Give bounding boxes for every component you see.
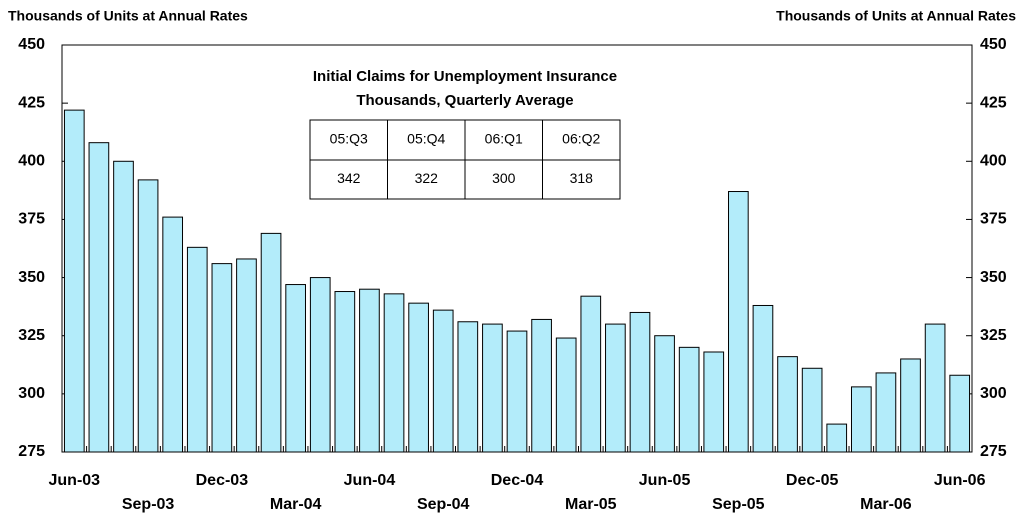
y2-tick-label: 350	[980, 269, 1007, 286]
table-header: 05:Q3	[330, 131, 368, 147]
bar	[777, 356, 798, 453]
bar	[236, 258, 257, 453]
table-header: 06:Q1	[485, 131, 523, 147]
x-tick-label: Jun-04	[344, 472, 396, 489]
x-tick-label: Sep-05	[712, 496, 765, 513]
bar	[875, 372, 897, 453]
bar	[531, 318, 552, 453]
bar	[580, 295, 602, 453]
bar	[555, 337, 577, 453]
bar	[629, 311, 651, 453]
bar	[850, 386, 872, 453]
x-tick-label: Dec-04	[491, 472, 544, 489]
x-tick-label: Jun-03	[49, 472, 101, 489]
bar	[506, 330, 528, 453]
bar	[949, 374, 971, 453]
bar	[826, 423, 848, 453]
bar	[482, 323, 503, 453]
x-tick-label: Jun-05	[639, 472, 691, 489]
table-value: 342	[337, 170, 361, 186]
bar	[408, 302, 429, 453]
bar	[654, 335, 675, 453]
y-tick-label: 375	[18, 211, 45, 228]
y2-tick-label: 275	[980, 443, 1007, 460]
x-tick-label: Dec-05	[786, 472, 839, 489]
bar	[703, 351, 725, 453]
y2-axis-label: Thousands of Units at Annual Rates	[776, 8, 1016, 24]
bar	[88, 142, 110, 453]
table-value: 300	[492, 170, 516, 186]
y2-tick-label: 325	[980, 327, 1007, 344]
bar	[457, 321, 479, 453]
bar	[900, 358, 921, 453]
bar	[113, 160, 134, 453]
bar	[186, 246, 208, 453]
x-tick-label: Mar-06	[860, 496, 912, 513]
x-tick-label: Mar-05	[565, 496, 617, 513]
bar	[260, 232, 282, 453]
x-tick-label: Mar-04	[270, 496, 322, 513]
y-tick-label: 350	[18, 269, 45, 286]
y2-tick-label: 375	[980, 211, 1007, 228]
bar	[334, 291, 356, 453]
bar	[678, 346, 700, 453]
bar	[211, 263, 233, 453]
bar	[728, 191, 749, 453]
y2-tick-label: 400	[980, 153, 1007, 170]
table-header: 05:Q4	[407, 131, 445, 147]
bar	[432, 309, 454, 453]
bar	[309, 277, 331, 453]
table-value: 318	[570, 170, 594, 186]
bar	[137, 179, 159, 453]
y-tick-label: 425	[18, 94, 45, 111]
bar	[285, 284, 306, 453]
x-tick-label: Sep-03	[122, 496, 175, 513]
table-value: 322	[415, 170, 439, 186]
y2-tick-label: 300	[980, 385, 1007, 402]
bar	[162, 216, 184, 453]
bar	[383, 293, 405, 453]
y2-tick-label: 425	[980, 94, 1007, 111]
bar	[801, 367, 823, 453]
y2-tick-label: 450	[980, 36, 1007, 53]
x-tick-label: Jun-06	[934, 472, 986, 489]
y-tick-label: 300	[18, 385, 45, 402]
bar	[359, 288, 380, 453]
y-axis-label: Thousands of Units at Annual Rates	[8, 8, 248, 24]
y-tick-label: 450	[18, 36, 45, 53]
x-tick-label: Dec-03	[196, 472, 249, 489]
inset-subtitle: Thousands, Quarterly Average	[356, 92, 573, 109]
y-tick-label: 400	[18, 153, 45, 170]
y-tick-label: 275	[18, 443, 45, 460]
bar	[605, 323, 626, 453]
bar	[63, 109, 85, 453]
bar	[924, 323, 946, 453]
bar	[752, 304, 774, 453]
table-header: 06:Q2	[562, 131, 600, 147]
x-tick-label: Sep-04	[417, 496, 470, 513]
y-tick-label: 325	[18, 327, 45, 344]
inset-title: Initial Claims for Unemployment Insuranc…	[313, 68, 617, 85]
